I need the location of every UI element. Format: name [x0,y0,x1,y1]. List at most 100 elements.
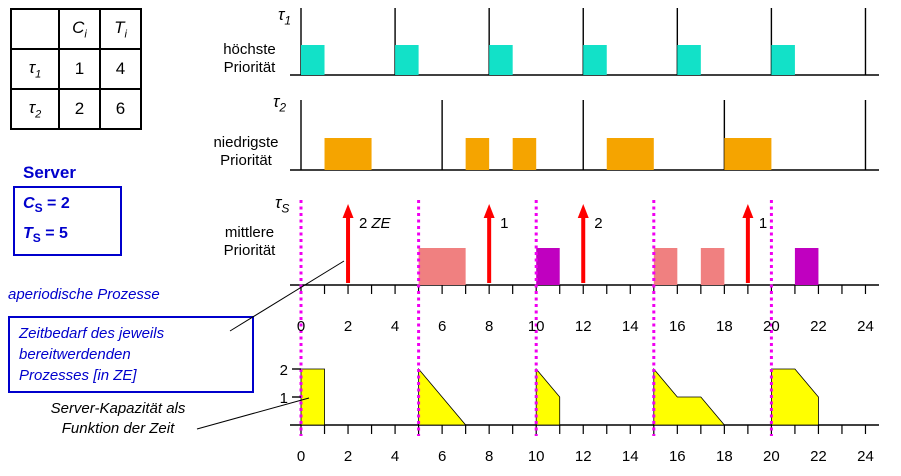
capacity-shape [418,367,467,426]
aperiodic-arrival-label: 1 [500,215,508,232]
tauS-time-label: 20 [763,318,780,335]
tau1-execution-box [301,45,325,75]
tau2-execution-box [465,138,490,170]
tau2-execution-box [606,138,654,170]
tau1-execution-box [677,45,701,75]
tauS-time-label: 6 [438,318,446,335]
capacity-time-label: 16 [669,448,686,465]
capacity-shape [771,368,819,426]
table-cell-t-tau2: 6 [99,88,142,130]
zeitbedarf-callout-line [229,260,345,332]
tau1-priority-label: höchste Priorität [201,41,298,76]
tauS-symbol-base: τ [275,193,282,212]
tau2-execution-box [512,138,537,170]
tau2-execution-box [324,138,372,170]
tauS-time-label: 2 [344,318,352,335]
task-parameter-table: Ci Ti τ1 1 4 τ2 2 6 [10,8,142,130]
table-header-ti: Ti [99,8,142,50]
table-tau2-label: τ2 [10,88,60,130]
ti-sub: i [124,28,127,41]
table-header-ci: Ci [58,8,101,50]
capacity-time-label: 8 [485,448,493,465]
tauS-priority-label: mittlere Priorität [201,224,298,259]
table-row-tau2: τ2 2 6 [10,88,142,130]
tau1-symbol: τ1 [278,5,291,27]
cs-sub: S [34,201,43,216]
tau2-symbol: τ2 [273,92,286,114]
capacity-time-label: 12 [575,448,592,465]
tauS-time-label: 18 [716,318,733,335]
aperiodic-arrival-label: 2 [594,215,602,232]
aperiodic-arrival-arrowhead [342,204,354,218]
server-period-value: TS = 5 [23,221,112,251]
capacity-shape [300,368,325,426]
tauS-time-label: 0 [297,318,305,335]
ts-sub: S [32,231,41,246]
tauS-symbol-sub: S [281,201,290,216]
tauS-symbol: τS [275,193,289,215]
server-parameters-box: CS = 2 TS = 5 [13,186,122,257]
capacity-time-label: 2 [344,448,352,465]
table-tau1-label: τ1 [10,48,60,90]
table-row-tau1: τ1 1 4 [10,48,142,90]
server-capacity-value: CS = 2 [23,191,112,221]
capacity-time-label: 20 [763,448,780,465]
zeitbedarf-callout-box: Zeitbedarf des jeweils bereitwerdenden P… [8,316,254,393]
tau2-symbol-sub: 2 [279,100,287,115]
capacity-time-label: 10 [528,448,545,465]
aperiodic-arrival-arrowhead [742,204,754,218]
aperiodic-arrival-label: 2 ZE [359,215,392,232]
tauS-time-label: 14 [622,318,639,335]
tau2-execution-box [724,138,772,170]
capacity-time-label: 4 [391,448,399,465]
tau1-execution-box [489,45,513,75]
ts-rest: = 5 [40,225,68,243]
capacity-time-label: 14 [622,448,639,465]
capacity-shape [653,367,726,426]
server-execution-box [794,248,819,285]
capacity-callout-line [196,397,310,430]
ci-sub: i [84,28,87,41]
ci-base: C [72,17,85,37]
tauS-time-label: 12 [575,318,592,335]
tauS-time-label: 22 [810,318,827,335]
table-cell-t-tau1: 4 [99,48,142,90]
server-capacity-annotation: Server-Kapazität als Funktion der Zeit [18,399,218,439]
tauS-priority-line1: mittlere [224,224,275,241]
capacity-time-label: 24 [857,448,874,465]
aperiodic-arrival-arrowhead [483,204,495,218]
tauS-time-label: 24 [857,318,874,335]
tau1-priority-line2: Priorität [223,58,276,76]
kapazitaet-line1: Server-Kapazität als [50,400,186,417]
zeitbedarf-line2: bereitwerdenden [19,346,131,363]
ts-base: T [23,225,33,243]
tauS-time-label: 16 [669,318,686,335]
server-execution-box [653,248,678,285]
tauS-time-label: 8 [485,318,493,335]
zeitbedarf-line3: Prozesses [in ZE] [19,367,137,384]
zeitbedarf-line1: Zeitbedarf des jeweils [19,325,165,342]
tauS-time-label: 10 [528,318,545,335]
table-header-row: Ci Ti [10,8,142,50]
tau1-execution-box [771,45,795,75]
table-corner-cell [10,8,60,50]
tau2-glyph: τ [28,97,36,117]
aperiodic-arrival-label: 1 [759,215,767,232]
aperiodic-arrival-arrowhead [577,204,589,218]
tau2-priority-line2: Priorität [220,151,272,169]
aperiodic-processes-label: aperiodische Prozesse [8,286,160,303]
tau2-priority-line1: niedrigste [213,134,279,151]
tau2-symbol-base: τ [273,92,280,111]
tau2-glyph-sub: 2 [35,108,42,121]
tau1-symbol-sub: 1 [284,13,292,28]
kapazitaet-line2: Funktion der Zeit [61,420,175,437]
capacity-shape [535,367,561,426]
tauS-priority-line2: Priorität [223,241,276,259]
tau1-priority-line1: höchste [223,41,276,58]
capacity-time-label: 0 [297,448,305,465]
server-execution-box [700,248,725,285]
capacity-time-label: 18 [716,448,733,465]
server-heading: Server [23,163,76,182]
